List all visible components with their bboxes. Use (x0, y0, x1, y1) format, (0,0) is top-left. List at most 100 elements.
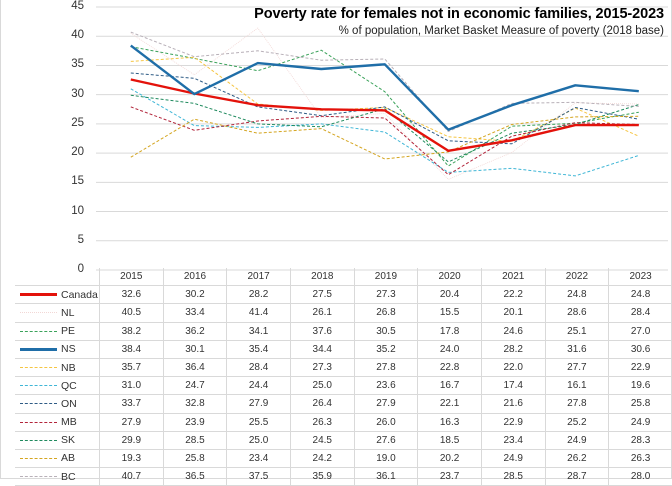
legend-entry: Canada (15, 285, 100, 305)
data-label: 27.9 (354, 394, 419, 414)
data-label: 28.0 (608, 467, 672, 486)
legend-entry: NS (15, 340, 100, 359)
legend-key-sk (20, 439, 57, 441)
data-label: 32.6 (99, 285, 164, 305)
data-label: 28.2 (481, 340, 546, 359)
data-label: 22.9 (608, 358, 672, 378)
series-line-qc (130, 88, 639, 177)
data-label: 23.6 (354, 376, 419, 396)
data-label: 23.4 (226, 449, 291, 469)
data-label: 16.1 (545, 376, 610, 396)
legend-label: MB (61, 416, 77, 429)
legend-key-canada (20, 293, 57, 297)
data-label: 27.0 (608, 322, 672, 341)
y-tick-label: 30 (71, 87, 84, 100)
legend-entry: MB (15, 413, 100, 432)
data-label: 28.4 (608, 303, 672, 323)
data-label: 24.2 (290, 449, 355, 469)
x-tick-label: 2016 (163, 268, 228, 287)
data-label: 28.7 (545, 467, 610, 486)
data-label: 26.2 (545, 449, 610, 469)
y-tick-label: 20 (71, 146, 84, 159)
data-label: 31.6 (545, 340, 610, 359)
series-line-mb (130, 106, 639, 176)
data-label: 20.2 (417, 449, 482, 469)
x-tick-label: 2020 (417, 268, 482, 287)
data-label: 25.8 (608, 394, 672, 414)
table-row: AB 19.3 25.8 23.4 24.2 19.0 20.2 24.9 26.2 26.3 (15, 449, 672, 469)
series-line-sk (130, 94, 639, 163)
data-label: 19.6 (608, 376, 672, 396)
data-label: 27.3 (290, 358, 355, 378)
data-label: 27.5 (290, 285, 355, 305)
table-row: ON 33.7 32.8 27.9 26.4 27.9 22.1 21.6 27.8 25.8 (15, 394, 672, 414)
x-tick-label: 2017 (226, 268, 291, 287)
data-label: 38.2 (99, 322, 164, 341)
series-line-ns (130, 44, 639, 131)
data-label: 28.4 (226, 358, 291, 378)
data-label: 22.0 (481, 358, 546, 378)
data-label: 25.8 (163, 449, 228, 469)
legend-key-ab (20, 457, 57, 459)
legend-entry: ON (15, 394, 100, 414)
data-label: 30.2 (163, 285, 228, 305)
data-label: 34.1 (226, 322, 291, 341)
table-row: PE 38.2 36.2 34.1 37.6 30.5 17.8 24.6 25.1 27.0 (15, 322, 672, 341)
data-label: 36.2 (163, 322, 228, 341)
table-corner (15, 268, 100, 287)
data-label: 26.3 (290, 413, 355, 432)
data-label: 22.1 (417, 394, 482, 414)
series-line-on (130, 72, 639, 145)
data-label: 27.8 (545, 394, 610, 414)
data-label: 41.4 (226, 303, 291, 323)
y-tick-label: 45 (71, 0, 84, 12)
table-row: NS 38.4 30.1 35.4 34.4 35.2 24.0 28.2 31.6 30.6 (15, 340, 672, 359)
data-label: 34.4 (290, 340, 355, 359)
data-label: 24.8 (545, 285, 610, 305)
data-label: 25.5 (226, 413, 291, 432)
legend-label: PE (61, 325, 76, 338)
table-row: SK 29.9 28.5 25.0 24.5 27.6 18.5 23.4 24.9 28.3 (15, 431, 672, 450)
y-tick-label: 15 (71, 175, 84, 188)
data-label: 24.4 (226, 376, 291, 396)
data-label: 23.9 (163, 413, 228, 432)
y-tick-label: 5 (77, 233, 84, 246)
data-label: 36.1 (354, 467, 419, 486)
legend-key-nl (20, 312, 57, 314)
legend-label: SK (61, 434, 76, 447)
data-label: 24.8 (608, 285, 672, 305)
data-label: 35.4 (226, 340, 291, 359)
legend-label: ON (61, 397, 77, 410)
legend-label: QC (61, 379, 77, 392)
legend-label: Canada (61, 288, 98, 301)
data-label: 25.0 (226, 431, 291, 450)
data-label: 33.7 (99, 394, 164, 414)
data-label: 24.6 (481, 322, 546, 341)
data-label: 40.5 (99, 303, 164, 323)
data-label: 26.0 (354, 413, 419, 432)
data-label: 27.6 (354, 431, 419, 450)
data-label: 35.7 (99, 358, 164, 378)
data-label: 24.5 (290, 431, 355, 450)
data-label: 23.4 (481, 431, 546, 450)
y-tick-label: 10 (71, 204, 84, 217)
data-label: 25.0 (290, 376, 355, 396)
legend-label: NS (61, 343, 76, 356)
legend-label: BC (61, 470, 76, 483)
legend-key-nb (20, 367, 57, 369)
data-label: 26.3 (608, 449, 672, 469)
data-label: 28.3 (608, 431, 672, 450)
data-label: 28.5 (163, 431, 228, 450)
data-label: 40.7 (99, 467, 164, 486)
x-tick-label: 2021 (481, 268, 546, 287)
x-tick-label: 2022 (545, 268, 610, 287)
table-row: NB 35.7 36.4 28.4 27.3 27.8 22.8 22.0 27.7 22.9 (15, 358, 672, 378)
legend-label: NB (61, 361, 76, 374)
data-label: 25.2 (545, 413, 610, 432)
data-label: 28.6 (545, 303, 610, 323)
data-label: 28.2 (226, 285, 291, 305)
data-label: 25.1 (545, 322, 610, 341)
y-tick-label: 25 (71, 116, 84, 129)
x-tick-label: 2019 (354, 268, 419, 287)
